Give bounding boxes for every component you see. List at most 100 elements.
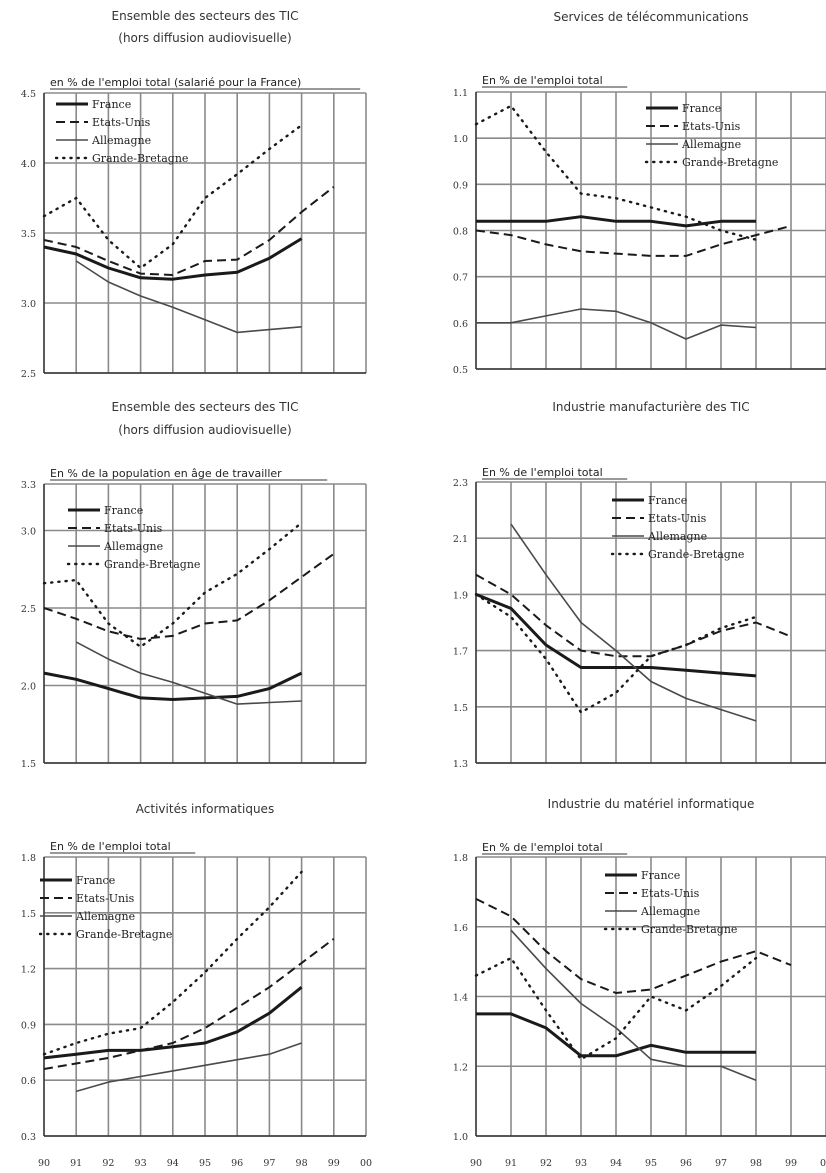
legend-label: France bbox=[648, 494, 687, 507]
x-tick-label: 95 bbox=[199, 1158, 211, 1169]
y-tick-label: 0.3 bbox=[21, 1132, 36, 1143]
unit-label: En % de l'emploi total bbox=[482, 466, 603, 479]
series-line-etats-unis bbox=[43, 186, 335, 276]
y-tick-label: 1.9 bbox=[453, 590, 468, 601]
series-line-grande-bretagne bbox=[42, 124, 303, 270]
x-tick-label: 92 bbox=[540, 1158, 552, 1169]
chart-title-line: Industrie du matériel informatique bbox=[548, 797, 755, 811]
x-tick-label: 96 bbox=[680, 1158, 692, 1169]
y-tick-label: 1.8 bbox=[453, 853, 468, 864]
x-tick-label: 96 bbox=[231, 1158, 243, 1169]
legend-label: Grande-Bretagne bbox=[76, 928, 172, 941]
y-tick-label: 1.2 bbox=[453, 1062, 468, 1073]
legend: France Etats-Unis Allemagne Grande-Bretagne bbox=[603, 869, 737, 936]
series-line-france bbox=[43, 671, 303, 701]
unit-label: En % de l'emploi total bbox=[50, 840, 171, 853]
chart-panel-3: Ensemble des secteurs des TIC (hors diffu… bbox=[21, 400, 367, 770]
series-line-etats-unis bbox=[43, 552, 335, 640]
x-tick-label: 99 bbox=[328, 1158, 340, 1169]
y-tick-label: 4.5 bbox=[21, 89, 36, 100]
series-line-france bbox=[476, 1012, 756, 1058]
legend-label: Allemagne bbox=[640, 905, 700, 918]
y-tick-label: 0.6 bbox=[453, 319, 468, 330]
legend-label: Grande-Bretagne bbox=[104, 558, 200, 571]
y-tick-label: 1.8 bbox=[21, 853, 36, 864]
x-tick-label: 94 bbox=[167, 1158, 179, 1169]
y-tick-label: 3.0 bbox=[21, 299, 36, 310]
y-tick-label: 2.5 bbox=[21, 604, 36, 615]
y-tick-label: 0.5 bbox=[453, 365, 468, 376]
series-line-grande-bretagne bbox=[42, 521, 303, 648]
x-tick-label: 93 bbox=[135, 1158, 147, 1169]
series-line-grande-bretagne bbox=[42, 870, 303, 1056]
series-line-etats-unis bbox=[475, 898, 792, 994]
x-tick-label: 90 bbox=[470, 1158, 482, 1169]
chart-panel-4: Industrie manufacturière des TIC En % de … bbox=[453, 400, 826, 770]
series-line-allemagne bbox=[75, 1042, 302, 1093]
chart-title-line: (hors diffusion audiovisuelle) bbox=[118, 31, 291, 45]
legend-label: Etats-Unis bbox=[641, 887, 700, 900]
x-tick-label: 98 bbox=[296, 1158, 308, 1169]
series-line-allemagne bbox=[75, 641, 302, 705]
y-tick-label: 0.9 bbox=[21, 1020, 36, 1031]
x-tick-label: 00 bbox=[360, 1158, 372, 1169]
y-tick-label: 2.1 bbox=[453, 534, 468, 545]
series-line-etats-unis bbox=[43, 938, 335, 1070]
series-line-france bbox=[43, 237, 303, 281]
chart-title-line: Activités informatiques bbox=[136, 802, 274, 816]
y-tick-label: 0.6 bbox=[21, 1076, 36, 1087]
legend-label: Grande-Bretagne bbox=[92, 152, 188, 165]
legend-label: Allemagne bbox=[647, 530, 707, 543]
x-tick-label: 00 bbox=[820, 1158, 826, 1169]
y-tick-label: 0.8 bbox=[453, 227, 468, 238]
series-line-allemagne bbox=[510, 929, 757, 1081]
chart-title-line: (hors diffusion audiovisuelle) bbox=[118, 423, 291, 437]
legend: France Etats-Unis Allemagne Grande-Bretagne bbox=[38, 874, 172, 941]
x-tick-label: 92 bbox=[102, 1158, 114, 1169]
unit-label: En % de la population en âge de travaill… bbox=[50, 467, 282, 480]
series-line-france bbox=[475, 593, 757, 678]
x-tick-label: 98 bbox=[750, 1158, 762, 1169]
series-line-allemagne bbox=[510, 523, 757, 722]
legend-label: Etats-Unis bbox=[92, 116, 151, 129]
chart-panel-6: Industrie du matériel informatique En % d… bbox=[453, 797, 826, 1169]
y-tick-label: 1.5 bbox=[21, 759, 36, 770]
legend-label: Allemagne bbox=[103, 540, 163, 553]
y-tick-label: 2.5 bbox=[21, 369, 36, 380]
y-tick-label: 1.7 bbox=[453, 647, 468, 658]
y-tick-label: 1.0 bbox=[453, 134, 468, 145]
unit-label: En % de l'emploi total bbox=[482, 841, 603, 854]
series-line-france bbox=[476, 215, 756, 228]
legend-label: France bbox=[641, 869, 680, 882]
series-line-allemagne bbox=[476, 308, 757, 340]
y-tick-label: 0.9 bbox=[453, 180, 468, 191]
unit-label: En % de l'emploi total bbox=[482, 74, 603, 87]
x-tick-label: 94 bbox=[610, 1158, 622, 1169]
series-line-grande-bretagne bbox=[474, 956, 758, 1061]
chart-title-line: Ensemble des secteurs des TIC bbox=[112, 9, 299, 23]
legend: France Etats-Unis Allemagne Grande-Bretagne bbox=[610, 494, 744, 561]
legend-label: Etats-Unis bbox=[104, 522, 163, 535]
legend: France Etats-Unis Allemagne Grande-Bretagne bbox=[66, 504, 200, 571]
x-tick-label: 95 bbox=[645, 1158, 657, 1169]
chart-panel-2: Services de télécommunications En % de l'… bbox=[453, 10, 826, 376]
y-tick-label: 1.5 bbox=[21, 909, 36, 920]
x-tick-label: 91 bbox=[70, 1158, 82, 1169]
y-tick-label: 3.5 bbox=[21, 229, 36, 240]
y-tick-label: 1.5 bbox=[453, 703, 468, 714]
y-tick-label: 3.3 bbox=[21, 480, 36, 491]
legend-label: Allemagne bbox=[681, 138, 741, 151]
x-tick-label: 90 bbox=[38, 1158, 50, 1169]
legend-label: Allemagne bbox=[75, 910, 135, 923]
legend-label: Etats-Unis bbox=[648, 512, 707, 525]
chart-title-line: Services de télécommunications bbox=[553, 10, 748, 24]
series-line-etats-unis bbox=[475, 224, 792, 257]
y-tick-label: 1.3 bbox=[453, 759, 468, 770]
y-tick-label: 1.6 bbox=[453, 923, 468, 934]
unit-label: en % de l'emploi total (salarié pour la … bbox=[50, 76, 301, 89]
legend: France Etats-Unis Allemagne Grande-Bretagne bbox=[54, 98, 188, 165]
legend-label: Etats-Unis bbox=[682, 120, 741, 133]
legend-label: France bbox=[104, 504, 143, 517]
y-tick-label: 1.1 bbox=[453, 88, 468, 99]
